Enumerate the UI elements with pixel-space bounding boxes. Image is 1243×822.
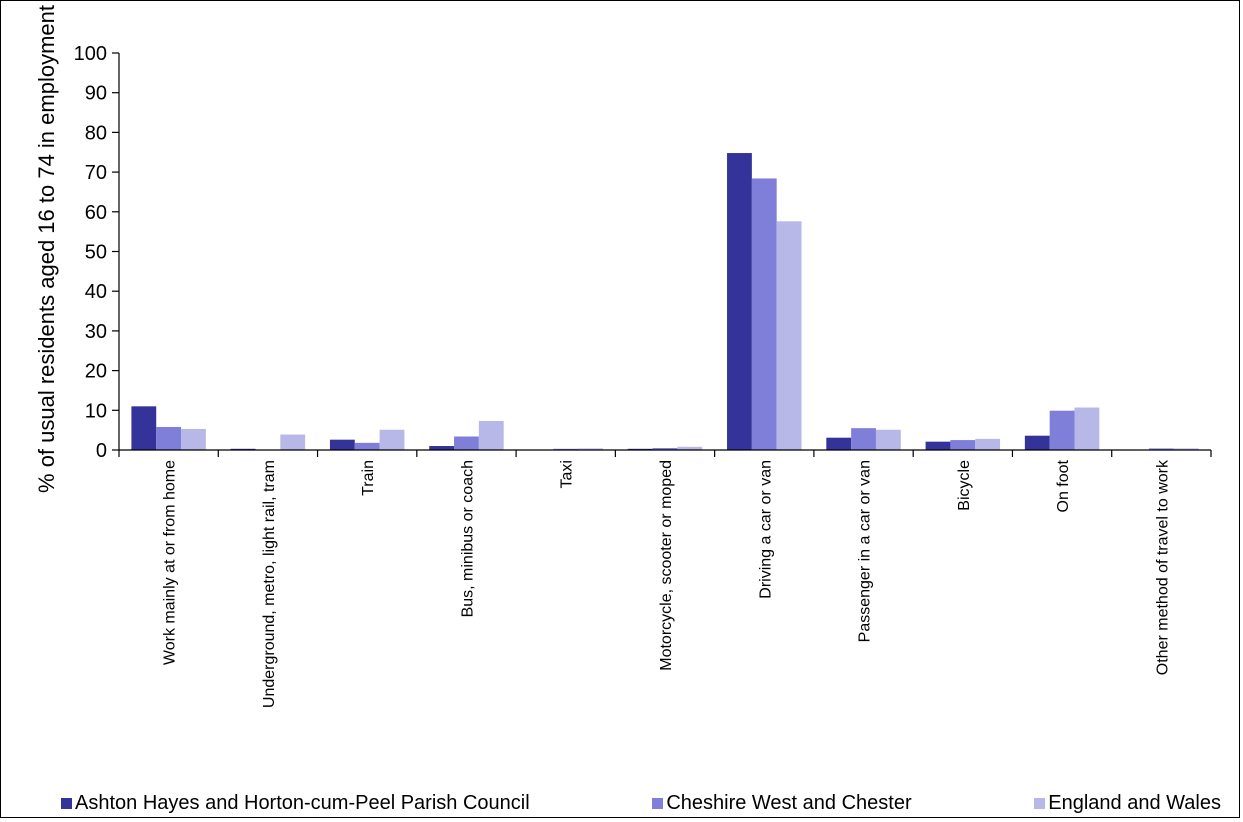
bar-series-3: [380, 430, 405, 450]
bar-series-3: [975, 439, 1000, 450]
axes-layer: 0 10 20 30 40 50 60 70 80 90 100 Work mainly at or …: [74, 43, 1211, 708]
bar-series-1: [330, 440, 355, 450]
legend-item-series-2: Cheshire West and Chester: [652, 792, 911, 815]
y-tick-label: 50: [85, 242, 107, 264]
bar-series-2: [355, 443, 380, 450]
bar-series-3: [479, 421, 504, 450]
bar-series-1: [926, 442, 951, 450]
bar-series-2: [1050, 411, 1075, 450]
y-tick-label: 20: [85, 361, 107, 383]
bar-series-2: [156, 427, 181, 450]
y-tick-label: 10: [85, 400, 107, 422]
bar-series-3: [181, 429, 206, 450]
bars-layer: [131, 153, 1198, 450]
x-category-label: Motorcycle, scooter or moped: [658, 460, 675, 671]
legend: Ashton Hayes and Horton-cum-Peel Parish …: [61, 791, 1221, 815]
bar-series-1: [1025, 436, 1050, 450]
legend-item-series-1: Ashton Hayes and Horton-cum-Peel Parish …: [61, 792, 530, 815]
bar-series-2: [454, 437, 479, 450]
bar-series-2: [851, 428, 876, 450]
bar-series-3: [876, 430, 901, 450]
x-category-label: Passenger in a car or van: [857, 460, 874, 642]
x-category-label: On foot: [1055, 459, 1072, 512]
x-category-label: Train: [360, 460, 377, 496]
x-category-label: Driving a car or van: [757, 460, 774, 599]
x-category-label: Work mainly at or from home: [162, 460, 179, 665]
x-category-label: Underground, metro, light rail, tram: [261, 460, 278, 708]
bar-series-1: [727, 153, 752, 450]
legend-swatch-series-3: [1034, 798, 1045, 809]
y-axis-label: % of usual residents aged 16 to 74 in em…: [34, 5, 59, 493]
legend-label-series-3: England and Wales: [1048, 792, 1221, 815]
bar-series-2: [950, 440, 975, 450]
legend-item-series-3: England and Wales: [1034, 792, 1221, 815]
y-tick-label: 60: [85, 202, 107, 224]
x-category-label: Taxi: [559, 460, 576, 488]
bar-series-3: [1075, 408, 1100, 450]
legend-swatch-series-2: [652, 798, 663, 809]
bar-series-3: [777, 221, 802, 450]
legend-swatch-series-1: [61, 798, 72, 809]
bar-series-2: [752, 178, 777, 450]
y-tick-label: 0: [96, 440, 107, 462]
y-tick-label: 80: [85, 122, 107, 144]
x-category-label: Bus, minibus or coach: [459, 460, 476, 617]
y-tick-label: 90: [85, 83, 107, 105]
y-tick-label: 100: [74, 43, 107, 65]
y-tick-label: 70: [85, 162, 107, 184]
legend-label-series-1: Ashton Hayes and Horton-cum-Peel Parish …: [75, 792, 530, 815]
bar-series-1: [131, 406, 156, 450]
legend-label-series-2: Cheshire West and Chester: [666, 792, 911, 815]
bar-series-3: [280, 435, 305, 450]
y-tick-label: 30: [85, 321, 107, 343]
x-category-label: Other method of travel to work: [1154, 459, 1171, 675]
y-tick-label: 40: [85, 281, 107, 303]
bar-series-1: [826, 438, 851, 450]
x-category-label: Bicycle: [956, 460, 973, 511]
